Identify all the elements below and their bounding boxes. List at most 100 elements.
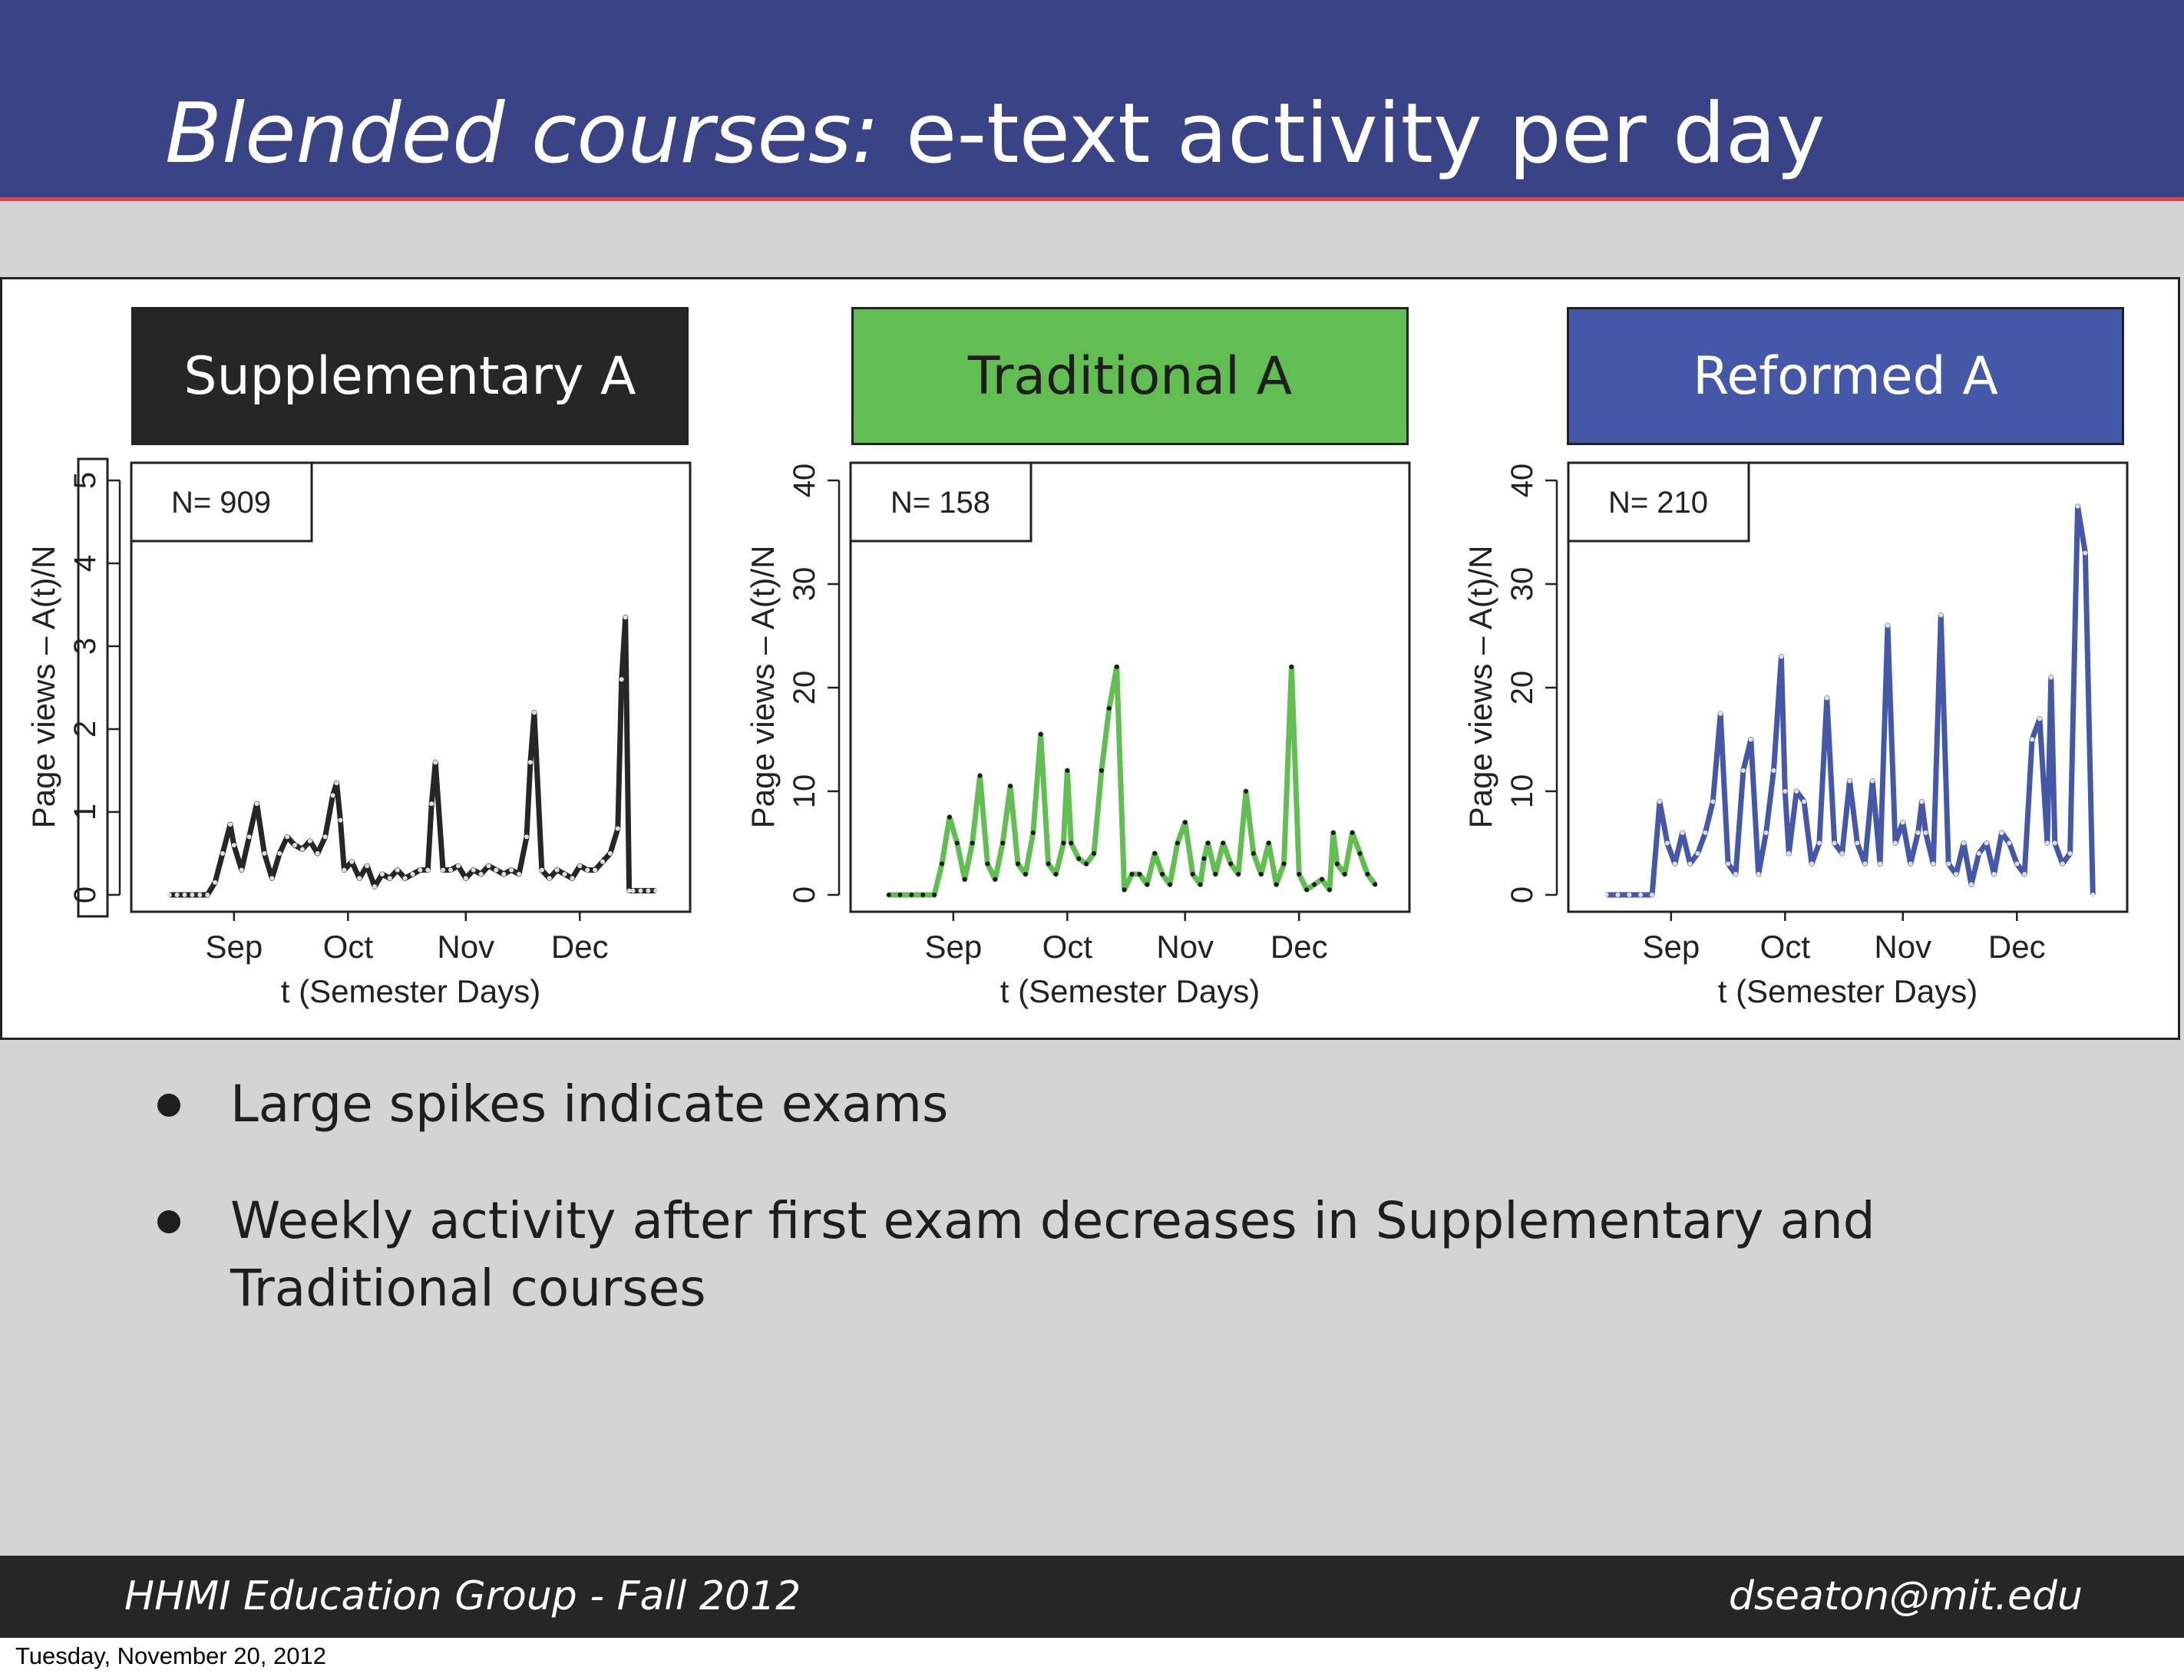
y-tick-label: 5 [68,472,102,489]
data-point [285,834,290,840]
x-tick-label: Dec [1270,929,1328,965]
chart-1: 0 1 2 3 4 5 Page views – A(t)/N Sep Oct Nov Dec t (… [25,457,692,1009]
data-point [1885,623,1890,628]
data-point [1069,840,1074,846]
data-point [372,884,377,890]
data-point [1099,768,1104,773]
data-point [441,867,446,873]
data-point [585,867,590,873]
data-point [1213,872,1218,876]
data-point [1160,872,1165,876]
data-point [1855,840,1860,846]
data-point [554,867,560,873]
data-point [962,876,967,882]
data-point [1053,872,1059,876]
data-point [1847,778,1852,784]
slide: Blended courses: e-text activity per day… [0,0,2184,1638]
y-axis-label: Page views – A(t)/N [25,546,61,829]
data-point [455,863,461,869]
series-line [888,664,1378,898]
y-tick-label: 0 [68,886,102,903]
data-point [292,843,297,848]
data-point [1786,851,1792,856]
data-point [1794,789,1799,794]
data-point [1824,695,1829,701]
bullet-list: Large spikes indicate exams Weekly activ… [146,1071,2065,1371]
data-point [1046,861,1051,866]
data-point [524,834,529,840]
data-point [1016,861,1020,866]
data-point [1327,887,1332,893]
data-point [1182,820,1188,825]
data-point [1672,861,1677,866]
data-point [1740,768,1746,773]
data-point [1365,872,1370,876]
data-point [299,847,305,852]
data-point [1664,840,1670,846]
data-point [2052,840,2057,846]
data-point [940,861,944,866]
data-point [1862,861,1868,866]
data-point [379,872,385,876]
data-point [330,793,335,798]
data-point [539,867,544,873]
bullet-text: Large spikes indicate exams [230,1074,949,1134]
data-point [2030,737,2035,742]
chart-2: 0 10 20 30 40 Page views – A(t)/N Sep Oct Nov Dec… [745,461,1411,1009]
y-tick-label: 40 [1505,464,1539,498]
data-point [227,822,233,827]
data-point [1092,851,1096,856]
data-point [262,851,267,856]
data-point [471,867,476,873]
data-point [1954,872,1959,876]
x-axis-label: t (Semester Days) [281,973,540,1009]
data-point [1892,840,1898,846]
x-tick-label: Nov [437,929,494,965]
data-point [954,840,960,846]
slide-footer: HHMI Education Group - Fall 2012 dseaton… [0,1556,2184,1638]
course-label-traditional: Traditional A [851,307,1409,445]
data-point [220,851,225,856]
y-tick-label: 10 [788,774,821,809]
data-point [322,834,328,840]
data-point [1221,840,1226,846]
data-point [626,888,632,893]
data-point [1984,840,1989,846]
x-tick-label: Sep [924,929,982,965]
data-point [947,814,952,820]
data-point [527,760,533,765]
data-point [1908,861,1913,866]
data-point [1931,861,1936,866]
data-point [1334,861,1340,866]
data-point [1726,861,1731,866]
data-point [410,872,415,876]
data-point [1763,830,1769,835]
x-tick-label: Sep [1642,929,1700,965]
x-tick-label: Oct [1760,929,1811,965]
x-tick-label: Dec [551,929,609,965]
data-point [1938,612,1944,618]
data-point [1357,851,1363,856]
course-label-supplementary: Supplementary A [131,307,689,445]
data-point [1779,654,1784,659]
data-point [1205,840,1211,846]
data-point [993,876,998,882]
data-point [517,872,522,876]
data-point [1718,711,1723,716]
data-point [1168,882,1172,887]
data-point [509,867,514,873]
data-point [1946,861,1951,866]
data-point [909,893,914,897]
data-point [1695,851,1700,856]
data-point [1342,872,1347,876]
data-point [593,867,598,873]
data-point [1228,861,1234,866]
data-point [205,893,210,897]
y-tick-label: 0 [1505,886,1539,903]
data-point [1023,872,1028,876]
footer-email: dseaton@mit.edu [1728,1573,2083,1619]
y-tick-label: 4 [68,555,102,572]
data-point [1190,872,1195,876]
x-tick-label: Oct [1042,929,1093,965]
data-point [1710,799,1716,804]
